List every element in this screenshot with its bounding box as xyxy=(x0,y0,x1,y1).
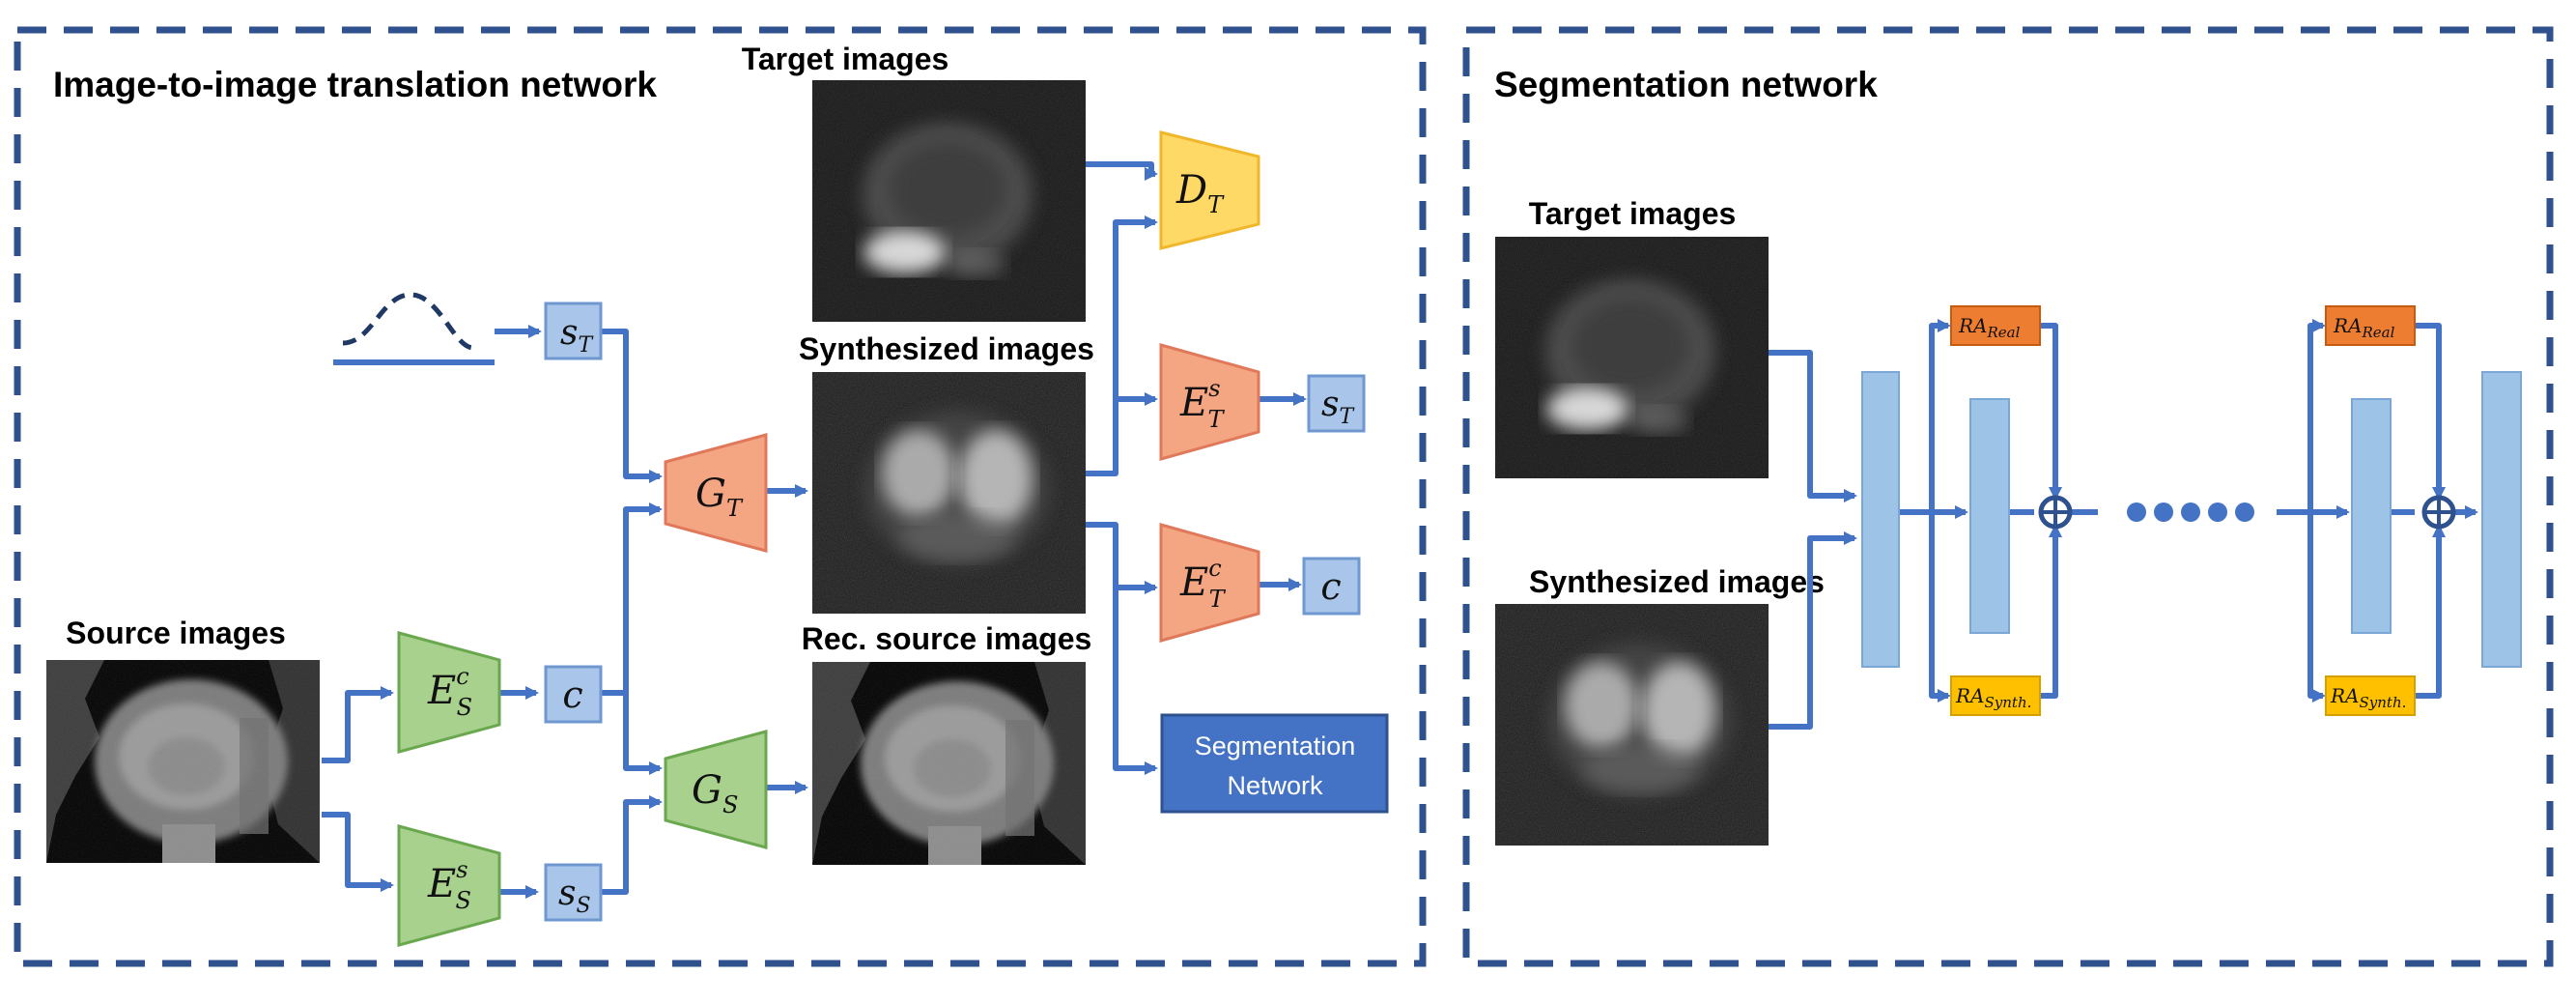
svg-text:sT: sT xyxy=(1321,385,1355,429)
seg-column-3 xyxy=(2351,398,2392,634)
ra-synth-block-2: RASynth. xyxy=(2325,675,2416,716)
svg-text:sT: sT xyxy=(560,313,594,358)
encoder-E-S-c-sub: S xyxy=(457,694,472,721)
seg-column-2 xyxy=(1969,398,2010,634)
segmentation-button-line1: Segmentation xyxy=(1195,731,1356,760)
ra-real-block-2: RAReal xyxy=(2325,305,2416,346)
gaussian-prior-icon xyxy=(333,292,495,365)
ra-synth-block-1: RASynth. xyxy=(1950,675,2041,716)
ra-synth-2-main: RA xyxy=(2330,684,2360,707)
ellipsis-dot xyxy=(2154,502,2173,522)
label-rec-source-images: Rec. source images xyxy=(802,621,1092,656)
generator-G-T: GT xyxy=(664,433,768,553)
encoder-E-T-c-sub: T xyxy=(1209,586,1227,613)
ellipsis-dot xyxy=(2235,502,2254,522)
svg-text:RASynth.: RASynth. xyxy=(1955,684,2031,711)
encoder-E-S-s-main: E xyxy=(427,862,456,906)
sum-node-2-icon xyxy=(2421,495,2456,530)
svg-text:EcT: Ec T xyxy=(1179,555,1227,613)
right-label-synthesized-images: Synthesized images xyxy=(1529,564,1825,599)
svg-text:GS: GS xyxy=(692,768,738,818)
sum-node-1-icon xyxy=(2038,495,2073,530)
ra-real-block-1: RAReal xyxy=(1950,305,2041,346)
generator-G-T-main: G xyxy=(695,472,726,516)
seg-column-4 xyxy=(2481,371,2522,668)
node-out-s-T-sub: T xyxy=(1339,405,1355,429)
node-c: c xyxy=(544,665,603,724)
left-panel-frame xyxy=(14,26,1427,967)
left-panel-title: Image-to-image translation network xyxy=(53,65,657,104)
right-panel-frame xyxy=(1462,26,2554,967)
label-synthesized-images: Synthesized images xyxy=(799,331,1094,366)
generator-G-T-sub: T xyxy=(726,495,744,522)
node-out-c-label: c xyxy=(1320,565,1341,608)
ra-synth-1-sub: Synth. xyxy=(1985,694,2032,711)
ra-synth-2-sub: Synth. xyxy=(2360,694,2407,711)
node-out-s-T: sT xyxy=(1307,374,1366,433)
label-source-images: Source images xyxy=(66,616,286,650)
node-s-S-main: s xyxy=(558,874,576,913)
svg-text:EsT: Es T xyxy=(1179,375,1226,433)
encoder-E-T-s: Es T xyxy=(1159,343,1260,461)
encoder-E-T-s-sup: s xyxy=(1208,375,1220,402)
svg-text:EsS: Es S xyxy=(427,856,471,914)
ra-real-1-sub: Real xyxy=(1987,324,2021,341)
ra-real-2-sub: Real xyxy=(2362,324,2395,341)
discriminator-D-T: DT xyxy=(1159,130,1260,250)
encoder-E-T-s-sub: T xyxy=(1208,406,1226,433)
node-s-T-main: s xyxy=(560,313,578,353)
svg-text:EcS: Ec S xyxy=(427,663,472,721)
source-image xyxy=(46,660,320,863)
generator-G-S-sub: S xyxy=(722,791,738,818)
ellipsis-dot xyxy=(2208,502,2227,522)
node-s-S-sub: S xyxy=(576,894,590,918)
generator-G-S-main: G xyxy=(692,768,722,813)
node-out-c: c xyxy=(1302,557,1361,616)
right-arrows xyxy=(1769,319,2478,730)
encoder-E-S-c-sup: c xyxy=(456,663,468,690)
ellipsis-dots xyxy=(2127,502,2254,522)
ellipsis-dot xyxy=(2181,502,2200,522)
encoder-E-S-c: Ec S xyxy=(397,631,501,754)
rec-source-image xyxy=(812,662,1086,865)
svg-text:sS: sS xyxy=(558,874,591,918)
discriminator-D-T-sub: T xyxy=(1207,191,1225,218)
node-s-T: sT xyxy=(544,301,603,360)
encoder-E-S-s-sub: S xyxy=(456,887,471,914)
right-synthesized-image xyxy=(1495,604,1769,846)
node-c-label: c xyxy=(562,674,582,716)
ra-synth-1-main: RA xyxy=(1955,684,1985,707)
discriminator-D-T-main: D xyxy=(1175,168,1207,213)
node-out-s-T-main: s xyxy=(1321,385,1339,424)
label-target-images: Target images xyxy=(742,42,949,76)
svg-text:GT: GT xyxy=(695,472,744,522)
right-panel-title: Segmentation network xyxy=(1494,65,1878,104)
seg-column-1 xyxy=(1861,371,1900,668)
encoder-E-S-s: Es S xyxy=(397,824,501,947)
svg-text:DT: DT xyxy=(1175,168,1225,218)
encoder-E-S-s-sup: s xyxy=(456,856,467,883)
segmentation-button-line2: Network xyxy=(1227,771,1323,800)
svg-text:RAReal: RAReal xyxy=(2333,314,2395,341)
svg-text:RASynth.: RASynth. xyxy=(2330,684,2406,711)
node-s-T-sub: T xyxy=(578,333,594,358)
right-target-image xyxy=(1495,237,1769,478)
ellipsis-dot xyxy=(2127,502,2146,522)
encoder-E-T-c-main: E xyxy=(1179,560,1208,605)
encoder-E-T-c: Ec T xyxy=(1159,523,1260,643)
segmentation-network-button[interactable]: Segmentation Network xyxy=(1160,713,1389,814)
encoder-E-S-c-main: E xyxy=(427,669,456,713)
target-image xyxy=(812,80,1086,322)
synthesized-image xyxy=(812,372,1086,614)
node-s-S: sS xyxy=(544,863,603,922)
ra-real-1-main: RA xyxy=(1958,314,1988,337)
right-label-target-images: Target images xyxy=(1529,196,1737,231)
svg-text:RAReal: RAReal xyxy=(1958,314,2021,341)
encoder-E-T-c-sup: c xyxy=(1208,555,1221,582)
encoder-E-T-s-main: E xyxy=(1179,381,1208,425)
ra-real-2-main: RA xyxy=(2333,314,2363,337)
generator-G-S: GS xyxy=(664,730,768,849)
